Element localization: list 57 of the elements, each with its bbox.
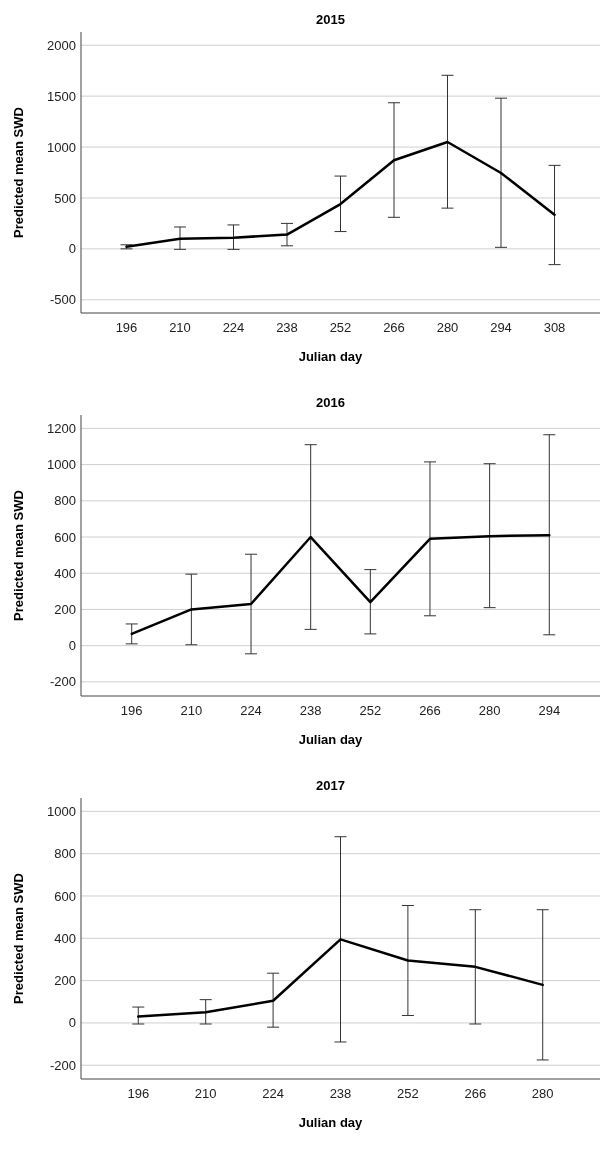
y-tick-label: 0 (68, 1015, 76, 1031)
y-axis-title: Predicted mean SWD (11, 107, 26, 238)
x-axis-title: Julian day (298, 1115, 364, 1130)
x-tick-label: 224 (240, 703, 262, 718)
y-tick-label: 600 (54, 529, 76, 545)
y-tick-label: 0 (68, 241, 76, 257)
x-tick-label: 266 (464, 1086, 487, 1101)
y-tick-label: 1200 (47, 420, 76, 436)
x-tick-label: 196 (120, 703, 143, 718)
y-tick-label: 1500 (47, 88, 76, 104)
x-tick-label: 238 (329, 1086, 352, 1101)
x-tick-label: 280 (436, 320, 459, 335)
x-axis-title: Julian day (298, 732, 364, 747)
chart-title: 2017 (316, 778, 345, 793)
line-series (125, 140, 556, 249)
x-tick-label: 210 (169, 320, 191, 335)
y-tick-label: 200 (54, 602, 76, 617)
x-tick-label: 238 (276, 320, 298, 335)
y-axis-title: Predicted mean SWD (11, 873, 26, 1004)
x-tick-label: 280 (531, 1086, 554, 1101)
y-tick-label: 2000 (47, 37, 76, 53)
x-tick-label: 266 (419, 703, 441, 718)
x-tick-label: 252 (329, 320, 352, 335)
x-axis-title: Julian day (298, 349, 364, 364)
y-tick-label: 1000 (47, 139, 76, 155)
y-tick-label: 500 (54, 190, 76, 206)
y-tick-label: -200 (49, 1057, 76, 1073)
chart-title: 2015 (316, 12, 345, 27)
y-tick-label: 800 (54, 846, 76, 862)
x-tick-label: 210 (194, 1086, 217, 1101)
line-series (137, 938, 544, 1018)
y-tick-label: 200 (54, 973, 76, 989)
y-tick-label: 600 (54, 888, 76, 904)
x-tick-label: 252 (359, 703, 382, 718)
y-tick-label: -500 (49, 292, 76, 308)
y-tick-label: 400 (54, 930, 76, 946)
x-tick-label: 266 (383, 320, 405, 335)
x-tick-label: 210 (180, 703, 203, 718)
x-tick-label: 196 (127, 1086, 150, 1101)
y-tick-label: 1000 (47, 803, 76, 819)
x-tick-label: 294 (490, 320, 512, 335)
y-tick-label: 400 (54, 565, 76, 581)
x-tick-label: 252 (397, 1086, 419, 1101)
y-tick-label: -200 (49, 674, 76, 690)
x-tick-label: 196 (115, 320, 138, 335)
x-tick-label: 294 (538, 703, 561, 718)
x-tick-label: 280 (478, 703, 501, 718)
chart-title: 2016 (316, 395, 345, 410)
y-tick-label: 0 (68, 638, 76, 654)
y-tick-label: 1000 (47, 457, 76, 473)
x-tick-label: 238 (299, 703, 322, 718)
x-tick-label: 224 (262, 1086, 284, 1101)
y-axis-title: Predicted mean SWD (11, 490, 26, 621)
x-tick-label: 308 (543, 320, 566, 335)
y-tick-label: 800 (54, 493, 76, 509)
line-series (130, 533, 551, 636)
x-tick-label: 224 (222, 320, 245, 335)
